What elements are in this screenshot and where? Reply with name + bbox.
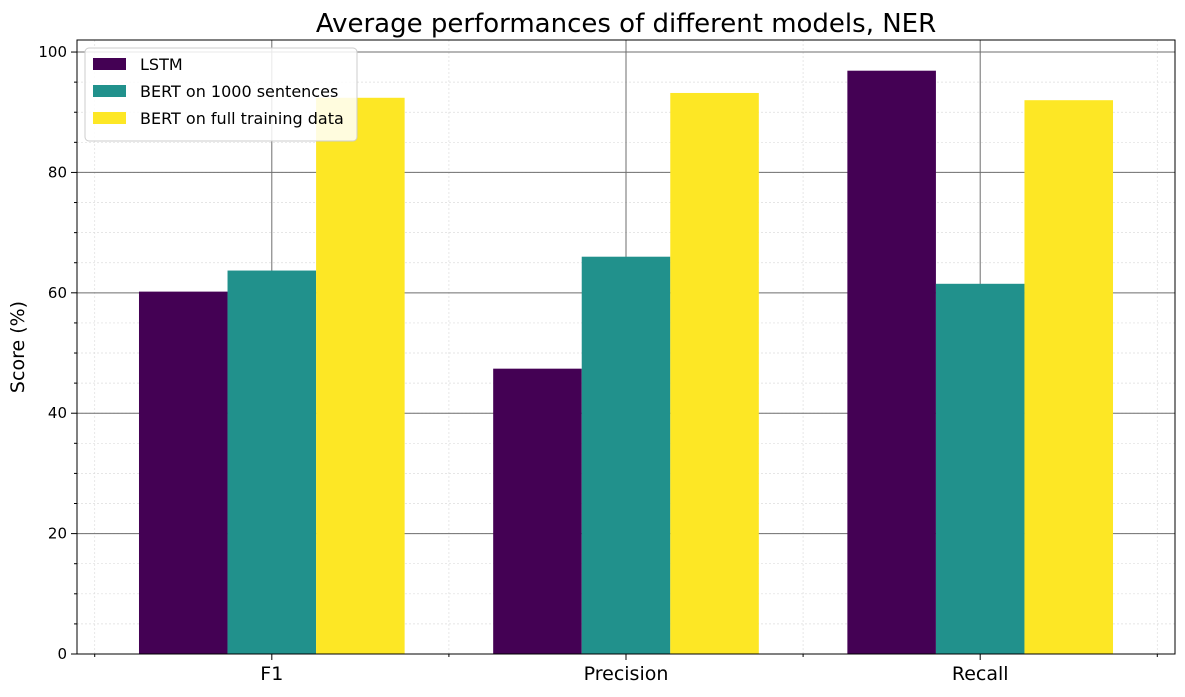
legend-label: BERT on full training data bbox=[140, 109, 344, 128]
bar bbox=[670, 92, 759, 655]
y-axis-label: Score (%) bbox=[7, 301, 29, 393]
bar bbox=[581, 256, 671, 654]
bar bbox=[493, 368, 582, 654]
x-tick-label: Recall bbox=[952, 663, 1009, 685]
legend-box bbox=[84, 47, 358, 142]
x-tick-label: F1 bbox=[260, 663, 283, 685]
x-ticks: F1 Precision Recall bbox=[94, 654, 1158, 685]
legend-swatch bbox=[93, 85, 126, 97]
legend-swatch bbox=[93, 112, 126, 124]
legend-label: BERT on 1000 sentences bbox=[140, 82, 338, 101]
bar bbox=[316, 97, 405, 655]
y-tick-label: 40 bbox=[48, 404, 67, 422]
legend-label: LSTM bbox=[140, 55, 183, 74]
y-tick-label: 20 bbox=[48, 525, 67, 543]
bar bbox=[138, 291, 228, 654]
bar bbox=[227, 270, 317, 654]
bars-group bbox=[138, 70, 1114, 655]
y-tick-label: 0 bbox=[57, 645, 67, 663]
bar bbox=[1024, 100, 1114, 655]
legend: LSTM BERT on 1000 sentences BERT on full t… bbox=[84, 47, 358, 142]
legend-swatch bbox=[93, 58, 126, 70]
x-tick-label: Precision bbox=[584, 663, 669, 685]
chart-title: Average performances of different models… bbox=[316, 9, 936, 39]
bar bbox=[935, 283, 1025, 654]
y-ticks: 0 20 40 60 80 100 bbox=[38, 43, 77, 663]
bar bbox=[847, 70, 936, 654]
y-tick-label: 60 bbox=[48, 284, 67, 302]
y-tick-label: 80 bbox=[48, 163, 67, 181]
y-tick-label: 100 bbox=[38, 43, 67, 61]
